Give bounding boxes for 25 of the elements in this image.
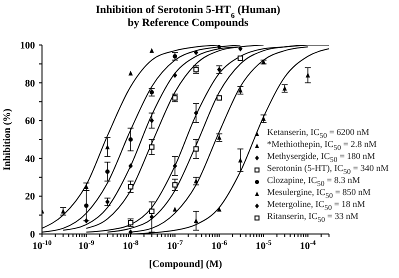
legend-label: Ketanserin, IC$_{50}$ = 6200 nM bbox=[267, 127, 370, 140]
y-tick-label: 100 bbox=[20, 40, 35, 52]
legend-label: *Methiothepin, IC$_{50}$ = 2.8 nM bbox=[267, 139, 377, 152]
y-tick-label: 40 bbox=[25, 154, 35, 165]
x-tick-label: 10$^{-4}$ bbox=[300, 239, 316, 252]
x-tick-label: 10$^{-9}$ bbox=[78, 239, 95, 252]
x-tick-label: 10$^{-8}$ bbox=[122, 239, 140, 252]
legend-label: Methysergide, IC$_{50}$ = 180 nM bbox=[267, 151, 376, 164]
y-tick-label: 80 bbox=[25, 78, 35, 90]
y-tick-label: 20 bbox=[25, 192, 35, 203]
legend-label: Clozapine, IC$_{50}$ = 8.3 nM bbox=[267, 175, 360, 188]
legend-label: Serotonin (5-HT), IC$_{50}$ = 340 nM bbox=[267, 163, 389, 176]
legend-label: Ritanserin, IC$_{50}$ = 33 nM bbox=[267, 211, 358, 225]
legend-label: Metergoline, IC$_{50}$ = 18 nM bbox=[267, 199, 366, 213]
x-tick-label: 10$^{-5}$ bbox=[256, 239, 272, 252]
y-tick-label: 60 bbox=[25, 116, 35, 128]
chart-title: Inhibition of Serotonin 5-HT$_{6}$ (Human) bbox=[96, 4, 281, 20]
legend-label: Mesulergine, IC$_{50}$ = 850 nM bbox=[267, 187, 371, 200]
x-tick-label: 10$^{-10}$ bbox=[32, 239, 52, 252]
x-tick-label: 10$^{-7}$ bbox=[167, 239, 184, 252]
chart-subtitle: by Reference Compounds bbox=[128, 17, 250, 29]
x-axis-title: [Compound] (M) bbox=[148, 259, 222, 270]
y-tick-label: 0 bbox=[30, 230, 35, 240]
x-tick-label: 10$^{-6}$ bbox=[211, 239, 228, 252]
y-axis-title: Inhibition (%) bbox=[2, 108, 13, 170]
